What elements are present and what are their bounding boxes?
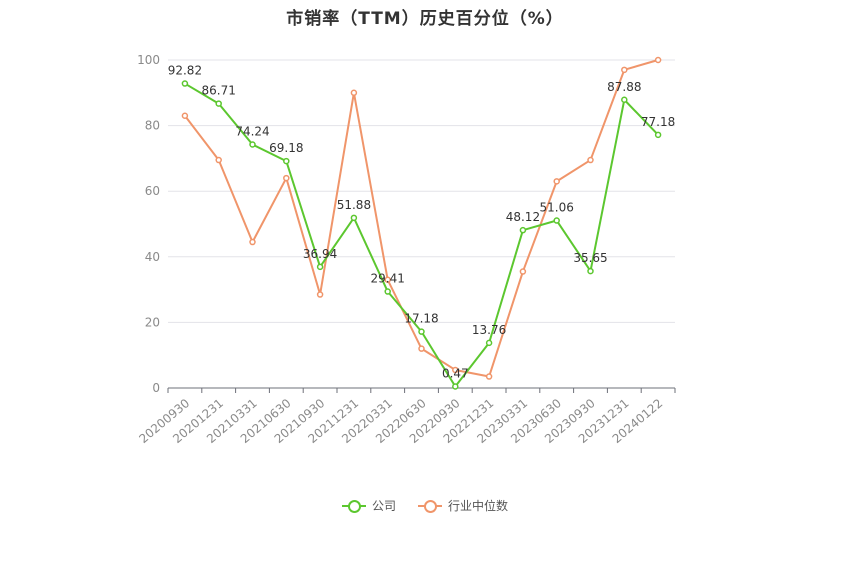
y-tick-label: 60 (145, 184, 160, 198)
data-label: 35.65 (573, 251, 607, 265)
data-label: 17.18 (404, 312, 438, 326)
data-point-industry-median (215, 156, 222, 164)
y-tick-label: 100 (137, 53, 160, 67)
data-point-company (654, 131, 662, 139)
data-point-company (181, 80, 189, 87)
data-point-company (316, 263, 324, 271)
chart-title: 市销率（TTM）历史百分位（%） (286, 9, 564, 29)
data-point-industry-median (452, 366, 459, 374)
y-tick-label: 20 (145, 315, 160, 329)
data-point-industry-median (384, 276, 391, 284)
data-point-company (587, 267, 594, 275)
y-tick-label: 40 (145, 250, 160, 264)
data-point-company (621, 96, 628, 104)
data-label: 77.18 (641, 115, 675, 129)
data-point-company (215, 100, 222, 107)
data-point-industry-median (181, 112, 189, 120)
data-point-company (485, 339, 493, 347)
data-point-industry-median (316, 291, 324, 298)
data-point-company (452, 383, 459, 390)
data-point-company (519, 226, 527, 234)
data-point-industry-median (485, 373, 493, 380)
data-point-industry-median (350, 89, 358, 97)
data-point-company (384, 288, 391, 295)
data-point-industry-median (621, 66, 628, 74)
data-point-company (249, 141, 256, 148)
data-point-company (350, 214, 358, 222)
legend-item-company[interactable]: 公司 (341, 497, 396, 514)
data-label: 74.24 (235, 124, 269, 138)
data-label: 51.88 (337, 198, 371, 212)
data-label: 48.12 (506, 210, 540, 224)
legend-swatch-industry-median (418, 499, 442, 513)
legend: 公司 行业中位数 (0, 497, 850, 514)
data-point-company (553, 217, 560, 224)
data-label: 36.94 (303, 247, 337, 261)
data-point-industry-median (418, 345, 425, 352)
legend-swatch-company (341, 499, 366, 513)
y-tick-label: 0 (152, 381, 160, 395)
legend-label-company: 公司 (371, 499, 396, 513)
data-label: 92.82 (168, 64, 202, 78)
data-point-industry-median (283, 174, 290, 182)
data-label: 0.47 (442, 366, 469, 380)
data-label: 87.88 (607, 80, 641, 94)
data-point-industry-median (654, 56, 662, 64)
legend-item-industry-median[interactable]: 行业中位数 (418, 497, 508, 514)
data-label: 13.76 (472, 323, 506, 337)
legend-label-industry-median: 行业中位数 (448, 499, 509, 513)
y-tick-label: 80 (145, 119, 160, 133)
data-point-industry-median (519, 268, 527, 275)
data-label: 86.71 (202, 84, 236, 98)
data-point-industry-median (587, 156, 594, 164)
data-label: 29.41 (371, 272, 405, 286)
data-point-company (283, 157, 290, 165)
data-point-industry-median (553, 178, 560, 185)
data-point-company (418, 328, 425, 335)
data-label: 69.18 (269, 141, 303, 155)
data-label: 51.06 (540, 201, 574, 215)
data-point-industry-median (249, 238, 256, 246)
